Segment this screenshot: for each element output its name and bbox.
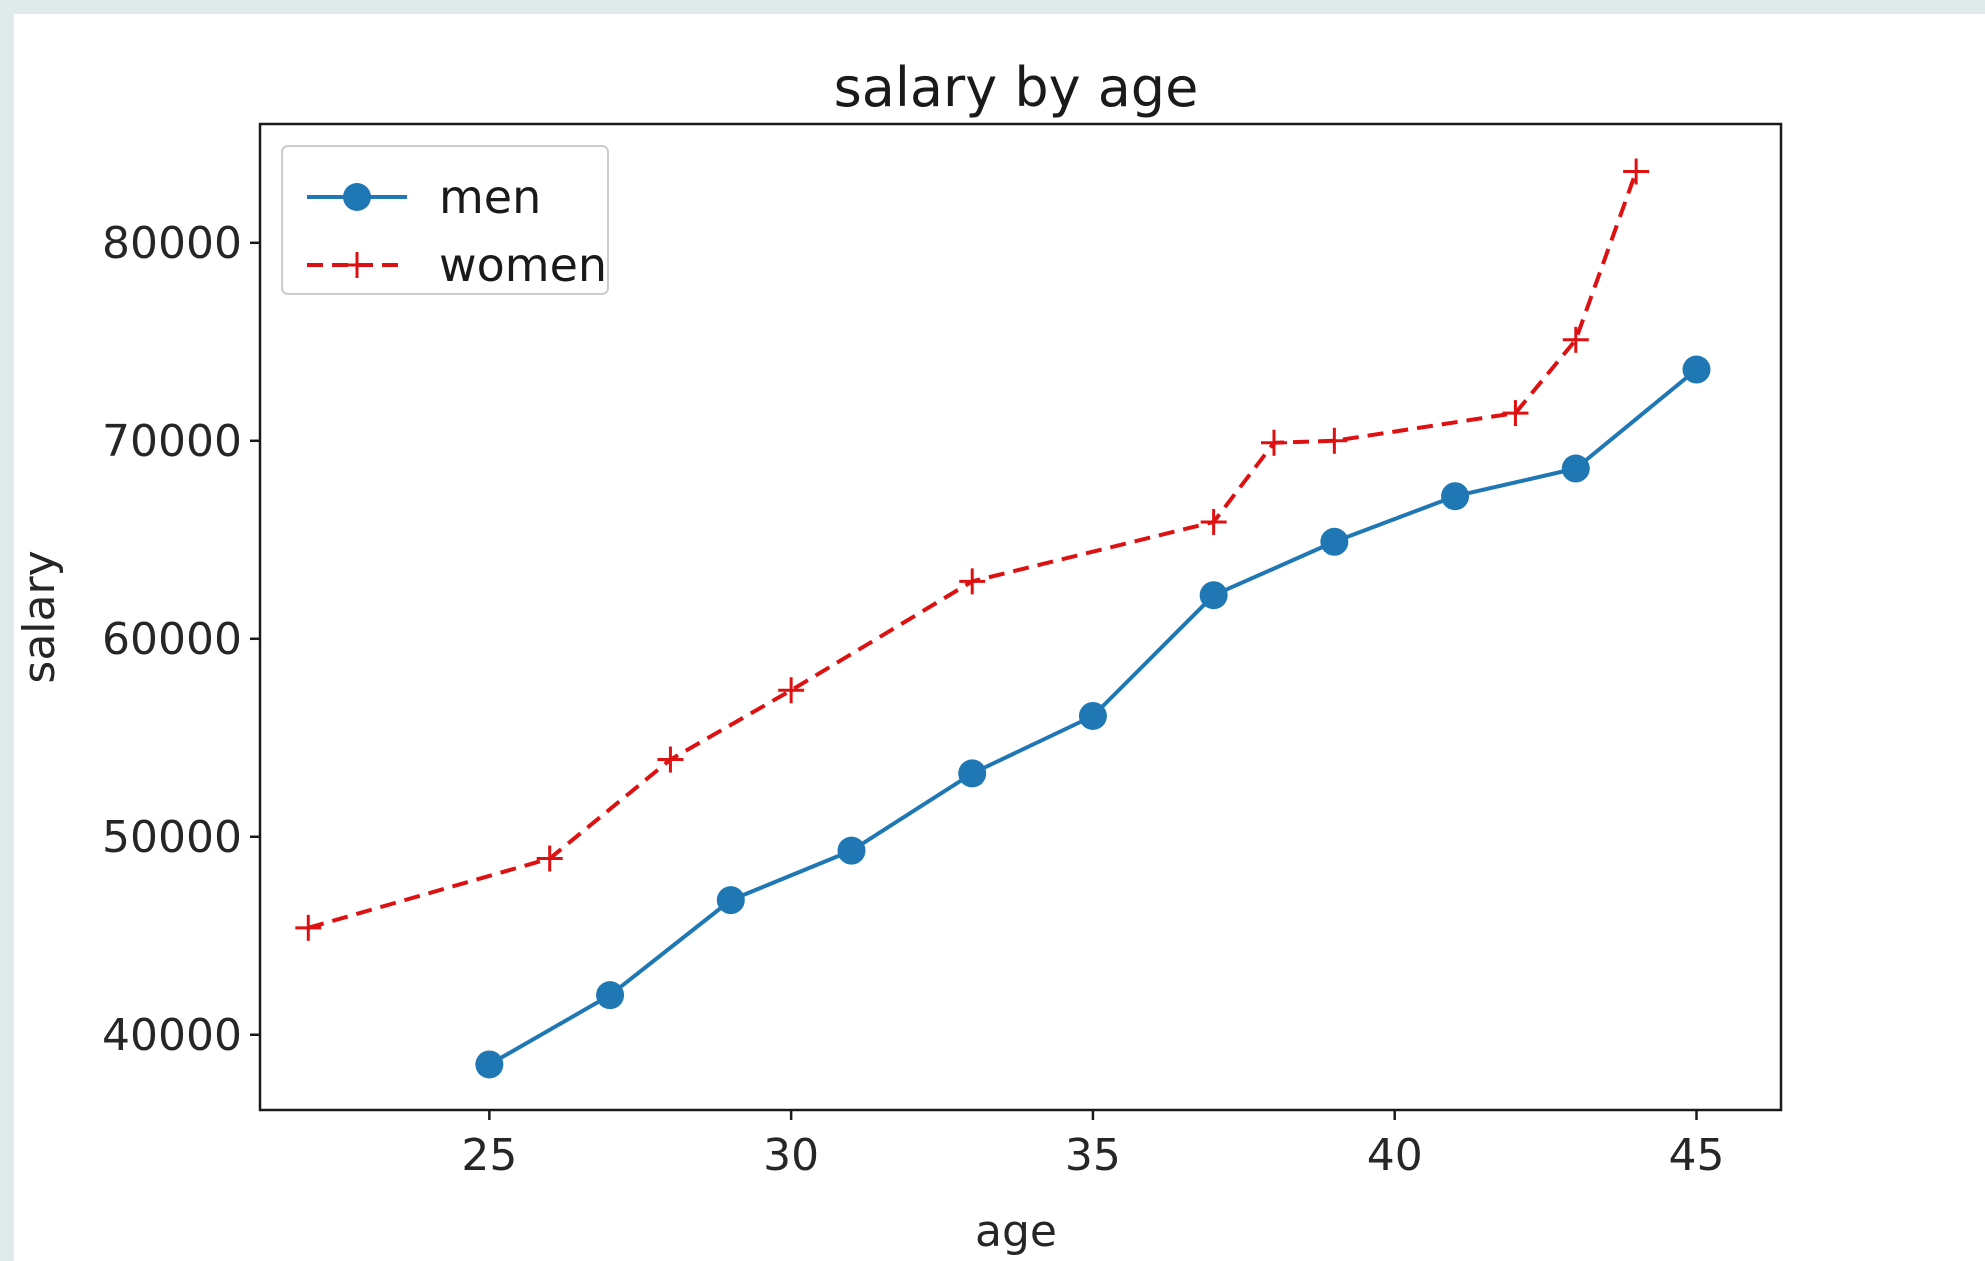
- men-point: [1561, 454, 1590, 483]
- legend-swatch-marker: [343, 183, 371, 211]
- women-point: [657, 746, 684, 773]
- y-tick-label: 50000: [102, 812, 242, 863]
- x-tick-label: 45: [1669, 1130, 1725, 1181]
- legend-swatch-marker: [344, 252, 370, 278]
- men-point: [1441, 482, 1470, 511]
- x-axis: 25 30 35 40 45: [461, 1110, 1725, 1181]
- legend-label: women: [439, 238, 607, 292]
- women-point: [1200, 508, 1227, 535]
- y-axis-label: salary: [14, 550, 65, 683]
- x-tick-label: 25: [461, 1130, 517, 1181]
- x-tick-label: 30: [763, 1130, 819, 1181]
- line-chart: salary by age 4000050000600007000080000 …: [14, 56, 1783, 1257]
- men-point: [1078, 701, 1107, 730]
- women-point: [1321, 427, 1348, 454]
- legend-box: [281, 145, 609, 295]
- women-point: [1562, 326, 1589, 353]
- women-point: [1502, 400, 1529, 427]
- x-tick-label: 40: [1367, 1130, 1423, 1181]
- y-tick-label: 60000: [102, 614, 242, 665]
- chart-title: salary by age: [834, 56, 1199, 119]
- series-men: [475, 355, 1711, 1079]
- y-tick-label: 40000: [102, 1010, 242, 1061]
- legend: men women: [281, 145, 609, 295]
- plot-area-frame: [258, 122, 1783, 1112]
- men-point: [716, 886, 745, 915]
- women-point: [959, 568, 986, 595]
- men-point: [837, 836, 866, 865]
- men-point: [1682, 355, 1711, 384]
- men-point: [1320, 527, 1349, 556]
- men-point: [596, 981, 625, 1010]
- legend-items: men women: [307, 170, 607, 292]
- men-point: [475, 1050, 504, 1079]
- y-tick-label: 70000: [102, 416, 242, 467]
- women-point: [295, 914, 322, 941]
- legend-item-women: women: [307, 238, 607, 292]
- series-layer: [295, 158, 1711, 1079]
- y-tick-label: 80000: [102, 218, 242, 269]
- women-point: [536, 845, 563, 872]
- legend-item-men: men: [307, 170, 541, 224]
- chart-figure: salary by age 40000 50000 60000 70000 80000 …: [14, 14, 1985, 1261]
- y-axis: 40000 50000 60000 70000 80000: [102, 218, 260, 1061]
- x-axis-label: age: [975, 1206, 1057, 1257]
- x-tick-label: 35: [1065, 1130, 1121, 1181]
- legend-label: men: [439, 170, 541, 224]
- men-point: [1199, 581, 1228, 610]
- women-point: [778, 677, 805, 704]
- men-point: [958, 759, 987, 788]
- series-women: [295, 158, 1650, 941]
- women-point: [1623, 158, 1650, 185]
- women-point: [1261, 429, 1287, 456]
